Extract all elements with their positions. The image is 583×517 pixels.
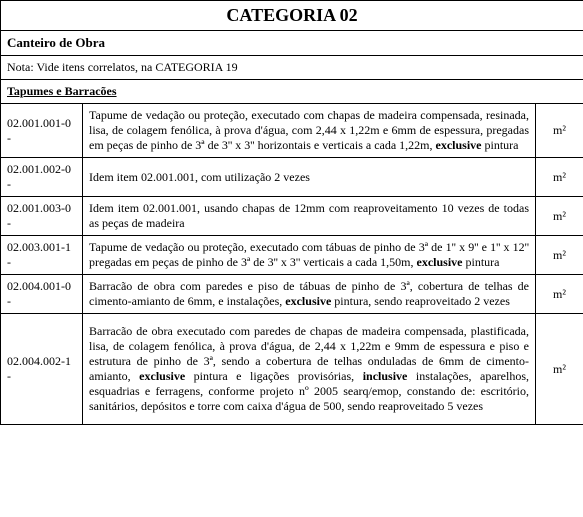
item-description: Barracão de obra executado com paredes d… [83, 314, 536, 425]
table-row: 02.004.002-1 - Barracão de obra executad… [1, 314, 583, 425]
section-heading: Tapumes e Barracões [1, 80, 583, 104]
item-code: 02.001.001-0 - [1, 104, 83, 158]
item-code: 02.004.002-1 - [1, 314, 83, 425]
item-code: 02.001.002-0 - [1, 158, 83, 197]
item-code: 02.003.001-1 - [1, 236, 83, 275]
item-description: Barracão de obra com paredes e piso de t… [83, 275, 536, 314]
subtitle-row: Canteiro de Obra [1, 31, 583, 56]
table-row: 02.001.002-0 - Idem item 02.001.001, com… [1, 158, 583, 197]
correlated-note: Nota: Vide itens correlatos, na CATEGORI… [1, 56, 583, 80]
catalog-table: CATEGORIA 02 Canteiro de Obra Nota: Vide… [0, 0, 583, 425]
note-row: Nota: Vide itens correlatos, na CATEGORI… [1, 56, 583, 80]
item-unit: m² [536, 314, 583, 425]
table-row: 02.001.001-0 - Tapume de vedação ou prot… [1, 104, 583, 158]
category-title: CATEGORIA 02 [1, 1, 583, 31]
table-row: 02.001.003-0 - Idem item 02.001.001, usa… [1, 197, 583, 236]
section-row: Tapumes e Barracões [1, 80, 583, 104]
item-description: Tapume de vedação ou proteção, executado… [83, 104, 536, 158]
item-unit: m² [536, 236, 583, 275]
item-unit: m² [536, 158, 583, 197]
category-subtitle: Canteiro de Obra [1, 31, 583, 56]
table-row: 02.004.001-0 - Barracão de obra com pare… [1, 275, 583, 314]
item-description: Tapume de vedação ou proteção, executado… [83, 236, 536, 275]
table-row: 02.003.001-1 - Tapume de vedação ou prot… [1, 236, 583, 275]
item-unit: m² [536, 197, 583, 236]
item-code: 02.004.001-0 - [1, 275, 83, 314]
item-code: 02.001.003-0 - [1, 197, 83, 236]
item-unit: m² [536, 275, 583, 314]
item-description: Idem item 02.001.001, usando chapas de 1… [83, 197, 536, 236]
title-row: CATEGORIA 02 [1, 1, 583, 31]
item-description: Idem item 02.001.001, com utilização 2 v… [83, 158, 536, 197]
item-unit: m² [536, 104, 583, 158]
